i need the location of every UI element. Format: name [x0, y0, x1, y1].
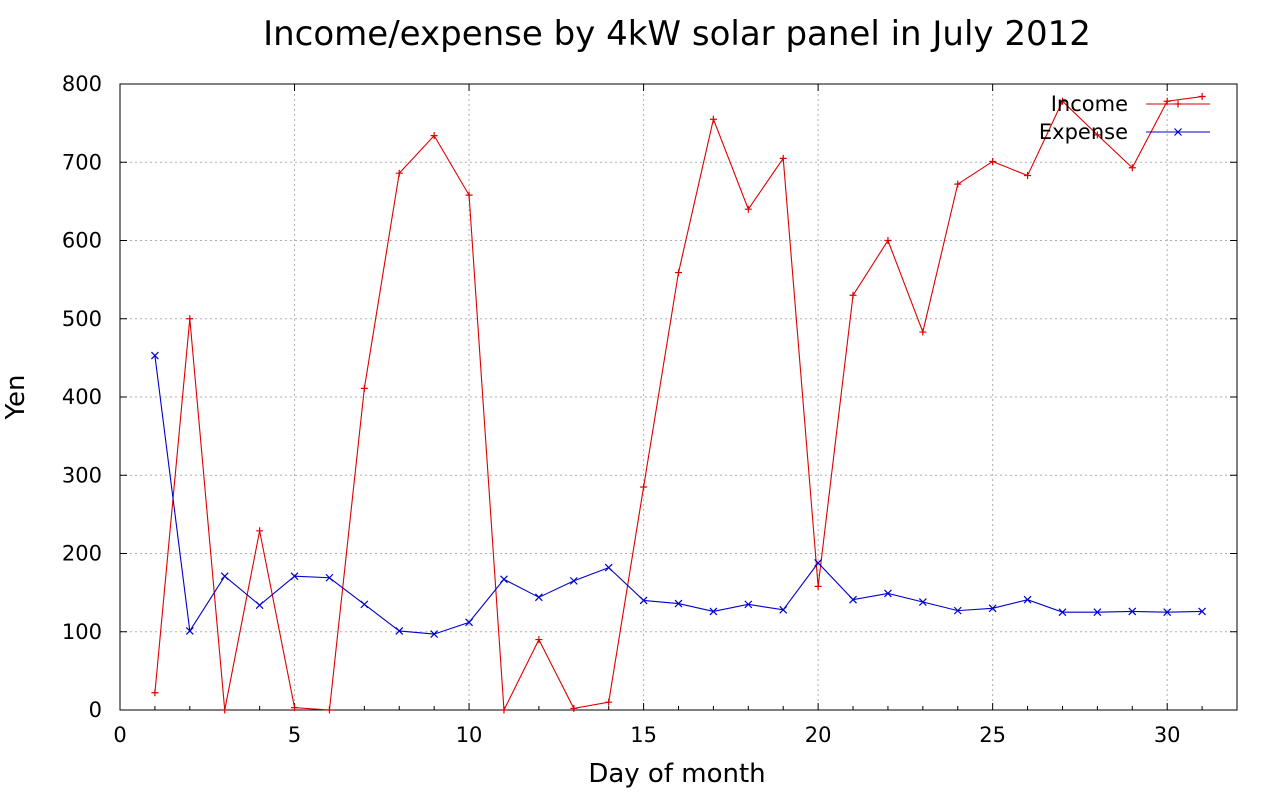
income-point: [919, 328, 927, 336]
series-layer: [150, 93, 1207, 714]
y-tick-label: 500: [62, 307, 102, 331]
x-tick-label: 0: [113, 723, 126, 747]
income-point: [744, 205, 752, 213]
income-point: [884, 237, 892, 244]
income-point: [1024, 172, 1032, 180]
expense-point: [534, 593, 543, 602]
expense-point: [1058, 608, 1067, 617]
x-tick-label: 20: [805, 723, 832, 747]
y-tick-label: 100: [62, 620, 102, 644]
income-point: [1198, 93, 1206, 101]
expense-point: [395, 627, 404, 635]
income-point: [256, 527, 264, 535]
income-point: [675, 269, 682, 277]
income-point: [570, 704, 578, 712]
income-point: [395, 169, 403, 177]
income-point: [500, 706, 508, 714]
income-point: [430, 132, 438, 140]
y-tick-label: 800: [62, 72, 102, 96]
income-point: [605, 698, 613, 706]
expense-point: [639, 596, 648, 605]
y-tick-label: 0: [89, 698, 102, 722]
grid: [120, 84, 1237, 710]
income-point: [954, 180, 962, 188]
income-series: [151, 93, 1206, 714]
expense-point: [185, 627, 194, 635]
x-tick-label: 10: [456, 723, 483, 747]
expense-point: [1128, 607, 1137, 616]
legend-label-expense: Expense: [1039, 120, 1128, 144]
income-point: [186, 315, 194, 323]
y-tick-label: 200: [62, 542, 102, 566]
expense-point: [744, 600, 753, 609]
x-tick-label: 5: [288, 723, 301, 747]
expense-point: [849, 595, 857, 604]
expense-point: [1163, 608, 1172, 617]
income-point: [1128, 164, 1136, 172]
income-point: [325, 706, 333, 714]
y-tick-label: 400: [62, 385, 102, 409]
expense-point: [1093, 608, 1102, 617]
x-tick-label: 15: [630, 723, 657, 747]
x-axis-title: Day of month: [588, 759, 765, 789]
expense-point: [255, 601, 264, 610]
income-point: [1058, 97, 1066, 105]
x-tick-label: 25: [979, 723, 1006, 747]
expense-point: [150, 351, 159, 360]
expense-point: [500, 575, 508, 584]
expense-point: [674, 599, 683, 608]
expense-point: [814, 558, 823, 567]
plot-frame: [119, 83, 1238, 711]
expense-point: [569, 576, 578, 585]
expense-point: [290, 572, 299, 581]
income-point: [640, 483, 648, 491]
income-point: [291, 704, 299, 712]
expense-point: [918, 598, 927, 606]
y-tick-label: 700: [62, 150, 102, 174]
legend: Income Expense: [1039, 92, 1210, 144]
expense-point: [220, 572, 229, 581]
income-point: [535, 636, 543, 644]
expense-point: [430, 630, 439, 639]
income-point: [151, 689, 159, 697]
legend-marker-expense: [1174, 128, 1182, 136]
expense-point: [988, 604, 997, 613]
expense-point: [360, 600, 369, 609]
expense-point: [1198, 607, 1207, 616]
income-point: [221, 706, 229, 714]
income-point: [779, 154, 787, 162]
expense-point: [779, 605, 788, 614]
x-tick-label: 30: [1154, 723, 1181, 747]
income-point: [360, 384, 368, 392]
expense-point: [884, 589, 892, 598]
chart-title: Income/expense by 4kW solar panel in Jul…: [263, 14, 1091, 54]
expense-point: [604, 563, 613, 572]
income-point: [1093, 131, 1101, 139]
income-point: [709, 115, 717, 123]
expense-point: [325, 573, 334, 582]
income-point: [849, 291, 857, 299]
expense-point: [465, 618, 473, 627]
expense-point: [1023, 595, 1032, 604]
income-point: [465, 191, 473, 199]
y-axis-title: Yen: [1, 375, 31, 421]
legend-label-income: Income: [1051, 92, 1128, 116]
y-tick-label: 600: [62, 229, 102, 253]
income-point: [814, 582, 822, 590]
legend-marker-income: [1174, 100, 1182, 108]
y-tick-label: 300: [62, 463, 102, 487]
income-point: [989, 157, 997, 165]
expense-point: [709, 607, 718, 616]
expense-series: [150, 351, 1207, 639]
expense-point: [953, 606, 962, 615]
income-line: [154, 95, 1203, 713]
